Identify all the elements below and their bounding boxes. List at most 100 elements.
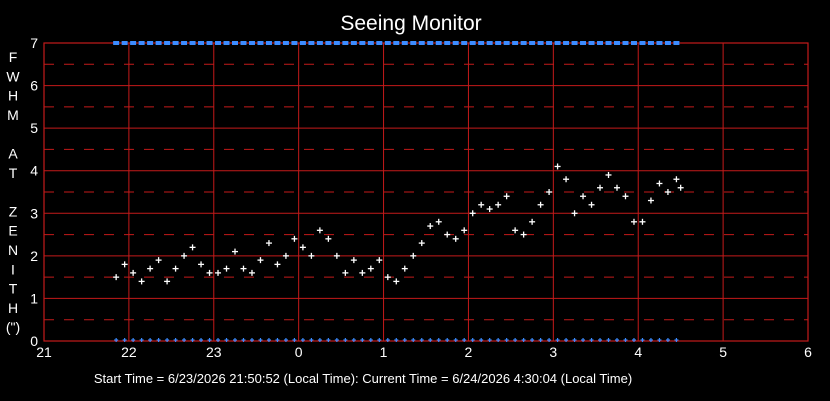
- data-point: [418, 240, 425, 247]
- top-marker: [537, 41, 544, 45]
- data-point: [198, 261, 205, 268]
- bottom-marker: [266, 338, 271, 342]
- bottom-marker: [496, 338, 501, 342]
- y-label-letter: E: [8, 223, 17, 239]
- data-point: [367, 265, 374, 272]
- top-marker: [147, 41, 154, 45]
- data-point: [291, 235, 298, 242]
- data-point: [410, 252, 417, 259]
- data-point: [622, 193, 629, 200]
- grid: [43, 42, 809, 342]
- bottom-marker: [504, 338, 509, 342]
- data-point: [461, 227, 468, 234]
- top-marker: [257, 41, 264, 45]
- data-point: [563, 176, 570, 183]
- bottom-marker: [343, 338, 348, 342]
- bottom-marker: [674, 338, 679, 342]
- bottom-marker: [581, 338, 586, 342]
- bottom-marker: [131, 338, 136, 342]
- y-label-letter: F: [9, 49, 18, 65]
- bottom-marker: [385, 338, 390, 342]
- bottom-marker: [665, 338, 670, 342]
- bottom-marker: [564, 338, 569, 342]
- data-point: [274, 261, 281, 268]
- bottom-marker: [538, 338, 543, 342]
- top-marker: [367, 41, 374, 45]
- y-tick-label: 6: [30, 78, 38, 94]
- data-point: [605, 171, 612, 178]
- bottom-marker: [309, 338, 314, 342]
- top-marker: [614, 41, 620, 45]
- top-marker: [520, 41, 527, 45]
- top-marker: [299, 41, 306, 45]
- bottom-marker: [182, 338, 187, 342]
- y-label-letter: A: [8, 146, 18, 162]
- top-marker: [333, 41, 340, 45]
- data-point: [282, 252, 289, 259]
- bottom-marker: [572, 338, 577, 342]
- top-marker: [461, 41, 468, 45]
- y-label-letter: T: [9, 281, 18, 297]
- bottom-marker: [513, 338, 518, 342]
- y-tick-label: 7: [30, 35, 38, 51]
- x-tick-label: 2: [465, 344, 473, 360]
- data-point: [647, 197, 654, 204]
- data-point: [333, 252, 340, 259]
- top-marker: [401, 41, 408, 45]
- bottom-marker: [300, 338, 305, 342]
- top-marker: [435, 41, 442, 45]
- data-point: [401, 265, 408, 272]
- x-tick-label: 21: [36, 344, 52, 360]
- top-marker: [639, 41, 646, 45]
- data-point: [512, 227, 519, 234]
- y-label-letter: T: [9, 165, 18, 181]
- bottom-marker: [148, 338, 153, 342]
- bottom-marker: [623, 338, 628, 342]
- top-marker: [291, 41, 298, 45]
- bottom-marker: [470, 338, 475, 342]
- bottom-marker: [114, 338, 119, 342]
- top-marker: [265, 41, 272, 45]
- bottom-marker: [283, 338, 288, 342]
- y-tick-label: 2: [30, 248, 38, 264]
- top-marker: [282, 41, 289, 45]
- data-point: [113, 274, 120, 281]
- x-tick-label: 0: [295, 344, 303, 360]
- top-marker: [215, 41, 222, 45]
- bottom-marker: [224, 338, 229, 342]
- x-tick-label: 23: [206, 344, 222, 360]
- data-point: [630, 218, 637, 225]
- top-marker: [418, 41, 425, 45]
- top-marker: [308, 41, 315, 45]
- data-point: [537, 201, 544, 208]
- y-tick-labels: 0 1 2 3 4 5 6 7: [30, 35, 38, 349]
- data-point: [486, 206, 493, 213]
- top-marker-row: [113, 41, 680, 45]
- bottom-marker: [589, 338, 594, 342]
- y-label-letter: Z: [9, 203, 18, 219]
- bottom-marker: [453, 338, 458, 342]
- top-marker: [622, 41, 629, 45]
- bottom-marker: [606, 338, 611, 342]
- bottom-marker: [292, 338, 297, 342]
- y-tick-label: 3: [30, 205, 38, 221]
- data-point: [520, 231, 527, 238]
- chart-title: Seeing Monitor: [340, 12, 481, 35]
- bottom-marker: [207, 338, 212, 342]
- data-point: [478, 201, 485, 208]
- bottom-marker: [487, 338, 492, 342]
- x-tick-label: 6: [804, 344, 812, 360]
- data-point: [469, 210, 476, 217]
- y-tick-label: 4: [30, 163, 38, 179]
- data-point: [503, 193, 510, 200]
- data-point: [673, 176, 680, 183]
- data-point: [597, 184, 604, 191]
- bottom-marker: [334, 338, 339, 342]
- y-tick-label: 0: [30, 333, 38, 349]
- data-point: [248, 269, 255, 276]
- x-tick-label: 22: [121, 344, 137, 360]
- bottom-marker: [547, 338, 552, 342]
- top-marker: [410, 41, 417, 45]
- data-point: [677, 184, 684, 191]
